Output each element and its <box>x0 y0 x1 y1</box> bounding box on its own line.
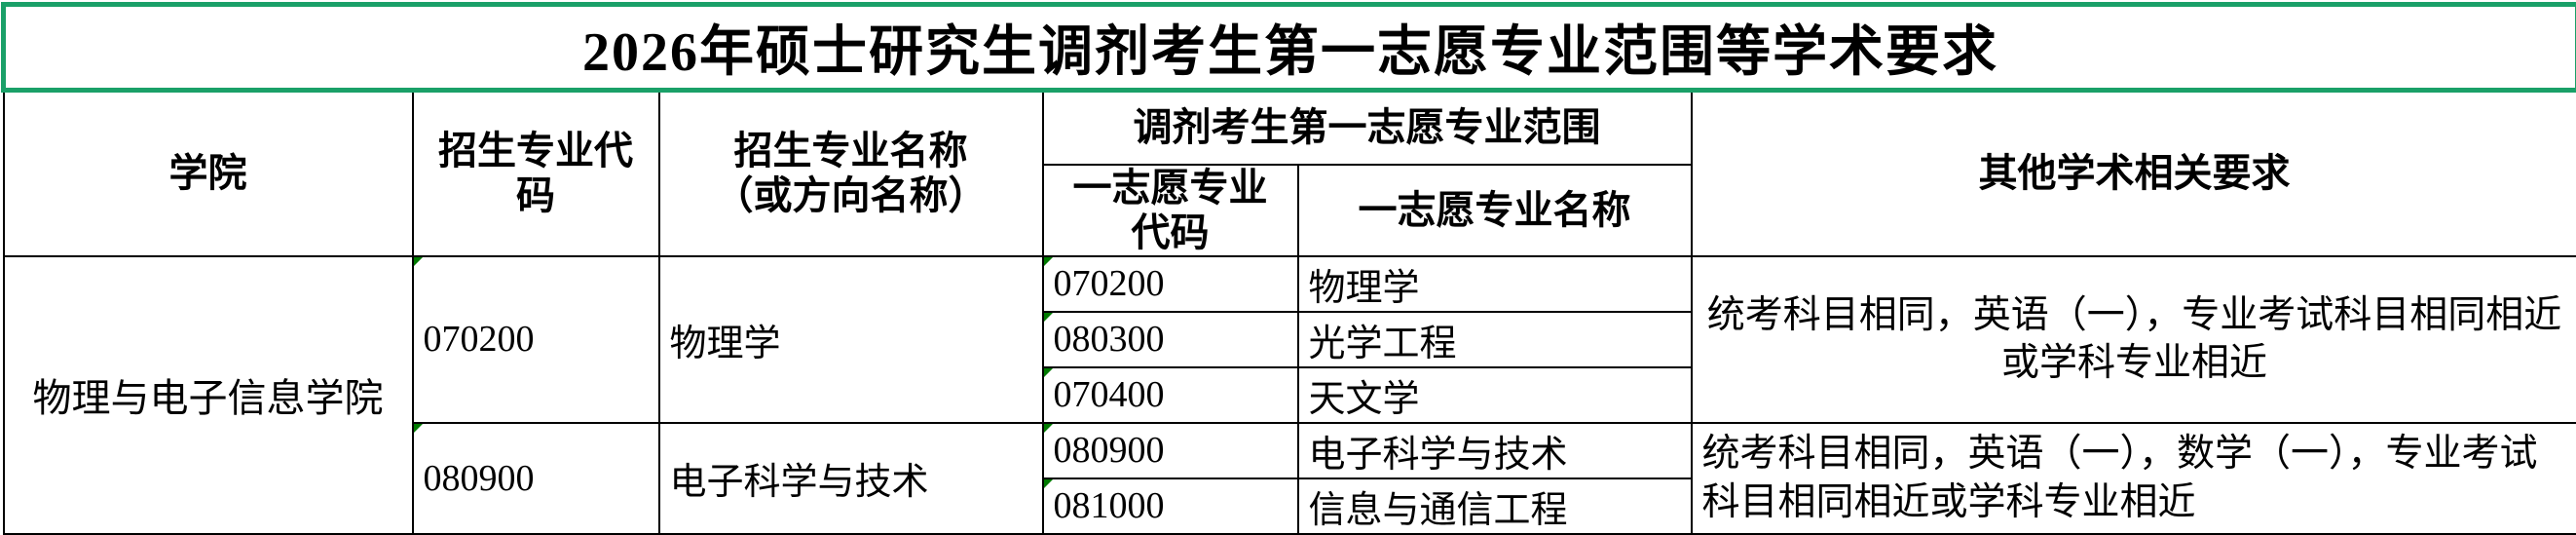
cell-requirement-group2[interactable]: 统考科目相同，英语（一），数学（一），专业考试科目相同相近或学科专业相近 <box>1692 423 2576 534</box>
cell-first-choice-name[interactable]: 光学工程 <box>1298 312 1692 367</box>
cell-first-choice-code[interactable]: 070400 <box>1043 367 1298 423</box>
admission-code-text: 080900 <box>424 458 535 499</box>
green-corner-indicator-icon <box>414 424 423 433</box>
green-corner-indicator-icon <box>1044 479 1053 488</box>
cell-first-choice-name[interactable]: 天文学 <box>1298 367 1692 423</box>
first-choice-code-text: 070400 <box>1054 374 1165 415</box>
cell-first-choice-code[interactable]: 080900 <box>1043 423 1298 478</box>
header-cell-other-requirements[interactable]: 其他学术相关要求 <box>1692 91 2576 256</box>
first-choice-code-text: 070200 <box>1054 263 1165 304</box>
green-corner-indicator-icon <box>1044 368 1053 377</box>
cell-admission-code-group2[interactable]: 080900 <box>413 423 659 534</box>
spreadsheet-area: 2026年硕士研究生调剂考生第一志愿专业范围等学术要求 学院 招生专业代 码 招… <box>0 0 2576 483</box>
header-row-top: 学院 招生专业代 码 招生专业名称 （或方向名称） 调剂考生第一志愿专业范围 其… <box>4 91 2576 165</box>
green-corner-indicator-icon <box>1044 424 1053 433</box>
header-cell-admission-name[interactable]: 招生专业名称 （或方向名称） <box>659 91 1043 256</box>
cell-first-choice-name[interactable]: 电子科学与技术 <box>1298 423 1692 478</box>
cell-admission-code-group1[interactable]: 070200 <box>413 256 659 423</box>
green-corner-indicator-icon <box>1044 257 1053 266</box>
header-cell-first-choice-code[interactable]: 一志愿专业 代码 <box>1043 165 1298 256</box>
cell-first-choice-code[interactable]: 070200 <box>1043 256 1298 312</box>
header-cell-first-choice-group[interactable]: 调剂考生第一志愿专业范围 <box>1043 91 1692 165</box>
title-row: 2026年硕士研究生调剂考生第一志愿专业范围等学术要求 <box>4 5 2576 91</box>
cell-first-choice-name[interactable]: 物理学 <box>1298 256 1692 312</box>
green-corner-indicator-icon <box>1044 313 1053 322</box>
admission-code-text: 070200 <box>424 319 535 360</box>
first-choice-code-text: 080300 <box>1054 319 1165 360</box>
header-cell-admission-code[interactable]: 招生专业代 码 <box>413 91 659 256</box>
cell-admission-name-group2[interactable]: 电子科学与技术 <box>659 423 1043 534</box>
header-cell-college[interactable]: 学院 <box>4 91 413 256</box>
green-corner-indicator-icon <box>414 257 423 266</box>
data-row: 物理与电子信息学院 070200 物理学 070200 物理学 统考科目相同，英… <box>4 256 2576 312</box>
first-choice-code-text: 081000 <box>1054 485 1165 526</box>
cell-first-choice-code[interactable]: 081000 <box>1043 478 1298 534</box>
cell-first-choice-code[interactable]: 080300 <box>1043 312 1298 367</box>
first-choice-code-text: 080900 <box>1054 430 1165 471</box>
cell-requirement-group1[interactable]: 统考科目相同，英语（一），专业考试科目相同相近或学科专业相近 <box>1692 256 2576 423</box>
table-title-cell[interactable]: 2026年硕士研究生调剂考生第一志愿专业范围等学术要求 <box>4 5 2576 91</box>
header-cell-first-choice-name[interactable]: 一志愿专业名称 <box>1298 165 1692 256</box>
cell-admission-name-group1[interactable]: 物理学 <box>659 256 1043 423</box>
cell-first-choice-name[interactable]: 信息与通信工程 <box>1298 478 1692 534</box>
cell-college-name[interactable]: 物理与电子信息学院 <box>4 256 413 534</box>
